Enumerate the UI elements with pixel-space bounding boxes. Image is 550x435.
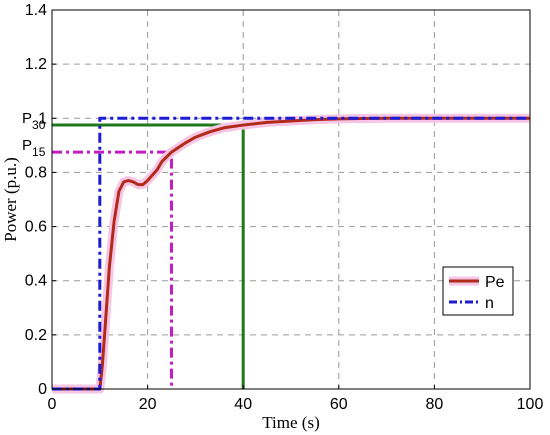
y-tick-label: 0.4: [25, 273, 47, 290]
x-tick-label: 60: [330, 396, 348, 413]
x-tick-label: 20: [139, 396, 157, 413]
series-halo: [52, 113, 530, 394]
x-tick-label: 80: [426, 396, 444, 413]
y-axis-label: Power (p.u.): [1, 157, 20, 242]
series-line-Pe: [52, 116, 530, 391]
y-tick-label: 0.2: [25, 327, 47, 344]
y-tick-label: 1.2: [25, 56, 47, 73]
y-tick-label: 1.4: [25, 2, 47, 19]
x-tick-label: 40: [234, 396, 252, 413]
legend-box: [442, 266, 514, 316]
legend-label: Pe: [485, 274, 505, 291]
legend: Pe n: [442, 266, 514, 316]
series-lines: [52, 113, 530, 394]
y-tick-label: 0.6: [25, 219, 47, 236]
y-tick-label: 1: [38, 110, 47, 127]
x-tick-label: 100: [517, 396, 544, 413]
y-tick-label: 0: [38, 381, 47, 398]
annotation-label: P30: [22, 110, 46, 132]
annotations: P30 P15: [22, 110, 46, 159]
ticks: 0 20 40 60 80 100 0 0.2 0.4 0.6 0.8 1 1.2 1.4: [25, 2, 544, 413]
x-tick-label: 0: [48, 396, 57, 413]
grid: [52, 10, 530, 389]
annotation-label: P15: [22, 137, 46, 159]
series-line-n: [52, 116, 530, 391]
plot-frame: [51, 9, 531, 390]
y-tick-label: 0.8: [25, 164, 47, 181]
x-axis-label: Time (s): [262, 413, 319, 432]
legend-label: n: [485, 295, 494, 312]
